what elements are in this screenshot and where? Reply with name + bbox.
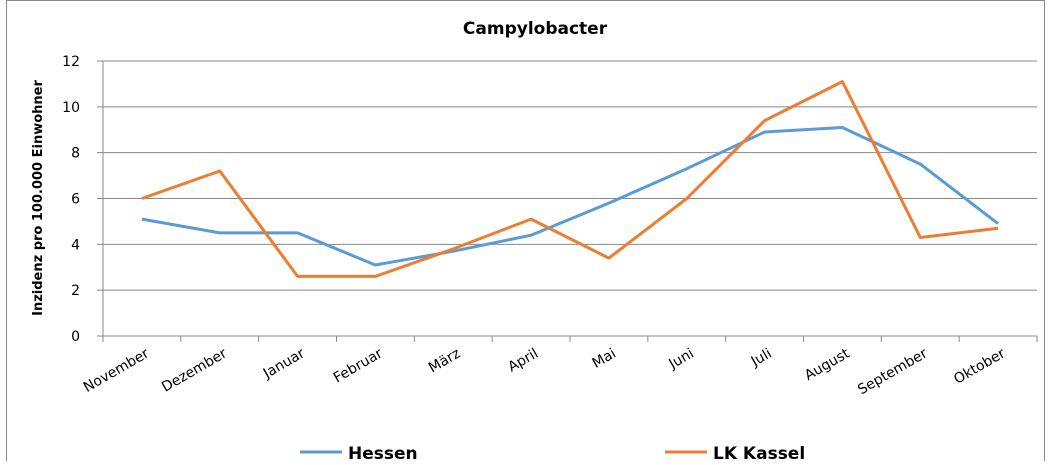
y-tick-label: 4: [71, 237, 80, 253]
y-tick-label: 10: [62, 100, 80, 116]
y-tick-label: 0: [71, 329, 80, 345]
chart-title: Campylobacter: [463, 19, 608, 39]
chart-frame: [6, 0, 1045, 465]
y-tick-label: 8: [71, 146, 80, 162]
y-tick-label: 2: [71, 283, 80, 299]
series-line: [141, 80, 999, 278]
series-line: [141, 126, 1000, 267]
legend-label: LK Kassel: [713, 444, 805, 461]
y-tick-label: 6: [71, 192, 80, 208]
y-axis-label: Inzidenz pro 100.000 Einwohner: [31, 80, 46, 316]
legend-label: Hessen: [348, 444, 418, 461]
y-tick-label: 12: [62, 54, 80, 70]
